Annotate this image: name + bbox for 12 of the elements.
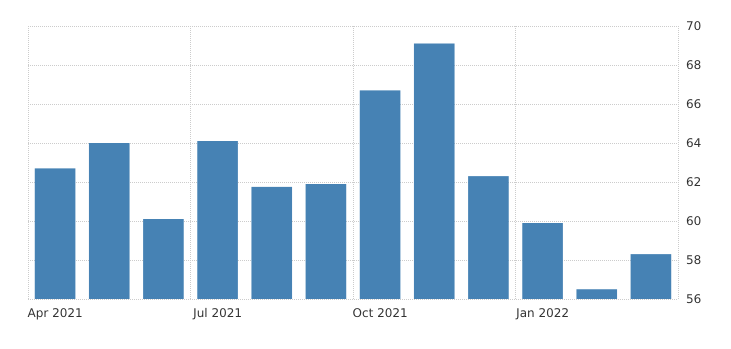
y-tick-label: 60 bbox=[686, 214, 702, 228]
x-tick-label: Jul 2021 bbox=[192, 306, 242, 320]
y-tick-label: 58 bbox=[686, 253, 702, 267]
x-tick-label: Apr 2021 bbox=[28, 306, 83, 320]
y-tick-label: 64 bbox=[686, 136, 702, 150]
y-tick-label: 70 bbox=[686, 19, 702, 33]
y-tick-label: 56 bbox=[686, 292, 702, 306]
y-tick-label: 62 bbox=[686, 175, 702, 189]
x-tick-label: Oct 2021 bbox=[352, 306, 408, 320]
y-tick-label: 66 bbox=[686, 97, 702, 111]
y-tick-label: 68 bbox=[686, 58, 702, 72]
x-tick-label: Jan 2022 bbox=[515, 306, 570, 320]
